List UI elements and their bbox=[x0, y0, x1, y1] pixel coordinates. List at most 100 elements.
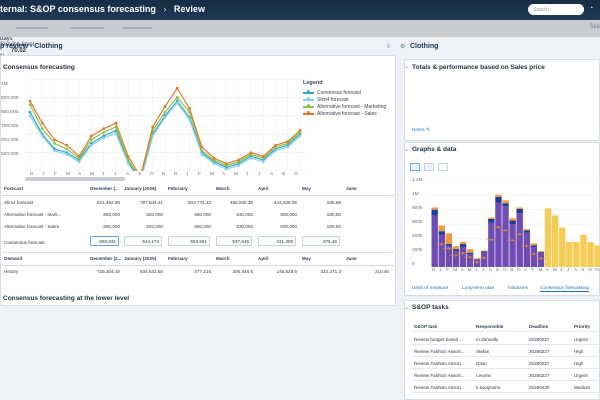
horizontal-scrollbar[interactable] bbox=[25, 177, 125, 181]
table-header: December (2... bbox=[90, 256, 122, 261]
task-deadline: 20260227 bbox=[529, 373, 550, 378]
legend-label: Slim4 forecast bbox=[317, 96, 349, 103]
x-tick-label: J bbox=[42, 172, 45, 177]
x-tick-label: N bbox=[162, 172, 166, 177]
tab-units-of-measure[interactable]: Units of measure bbox=[412, 286, 449, 291]
stacked-bar-segment bbox=[481, 252, 488, 267]
table-header: March bbox=[216, 256, 230, 261]
forecast-row-label: Alternative forecast - Mark... bbox=[4, 212, 62, 217]
consensus-input[interactable]: 431,309 bbox=[258, 236, 296, 246]
task-priority: Urgent bbox=[574, 373, 588, 378]
task-row[interactable]: Review Fashion Assort... Daan 20260227 High bbox=[412, 358, 600, 369]
search-input[interactable]: Search bbox=[528, 4, 584, 15]
export-icon[interactable]: ⇩ bbox=[386, 44, 392, 50]
x-tick-label: A bbox=[222, 172, 226, 177]
collapse-chevron-icon[interactable]: ⌄ bbox=[2, 64, 8, 70]
settings-icon[interactable]: ⚙ bbox=[400, 44, 406, 50]
x-tick-label: J bbox=[258, 172, 261, 177]
line-point bbox=[40, 127, 44, 131]
line-point bbox=[286, 140, 290, 143]
stacked-bar-segment bbox=[502, 200, 509, 204]
table-header: June bbox=[346, 256, 357, 261]
x-tick-label: S bbox=[495, 268, 500, 273]
task-name: Review Fashion Assort... bbox=[414, 385, 465, 390]
consensus-input[interactable]: 537,645 bbox=[216, 236, 252, 246]
task-row[interactable]: Review Fashion Assort... r.evans 20260227 U… bbox=[412, 370, 600, 381]
breadcrumb-main[interactable]: ternal: S&OP consensus forecasting bbox=[0, 4, 156, 14]
collapse-chevron-icon[interactable]: ⌄ bbox=[404, 147, 410, 153]
task-deadline: 20260430 bbox=[529, 385, 550, 390]
toolbar-item-1[interactable] bbox=[16, 27, 48, 29]
forecast-cell: 860,000 bbox=[103, 224, 120, 229]
y-tick-label: 500,000 bbox=[1, 152, 19, 157]
legend-title: Legend bbox=[303, 80, 323, 86]
line-point bbox=[65, 147, 69, 151]
line-point bbox=[163, 110, 167, 114]
breadcrumb-separator-icon: › bbox=[163, 4, 167, 14]
table-header: May bbox=[302, 256, 311, 261]
forecast-cell: 456,940.39 bbox=[230, 200, 253, 205]
collapse-chevron-icon[interactable]: ⌄ bbox=[404, 305, 410, 311]
breadcrumb-review[interactable]: Review bbox=[173, 4, 205, 14]
forecast-marker-point bbox=[532, 252, 535, 256]
stacked-bar-segment bbox=[516, 207, 523, 209]
consensus-input[interactable]: 554,591 bbox=[168, 236, 210, 246]
stacked-bar-segment bbox=[452, 246, 460, 250]
task-row[interactable]: Review Fashion Assort... s.kooijmans 20260… bbox=[412, 382, 600, 393]
line-point bbox=[77, 154, 81, 158]
consensus-row-label: Consensus forecast bbox=[4, 240, 45, 245]
x-tick-label: M bbox=[467, 268, 472, 273]
stacked-bar-segment bbox=[523, 230, 530, 233]
line-point bbox=[28, 110, 32, 114]
line-point bbox=[175, 101, 179, 105]
task-row[interactable]: Review budget based ... m.donnelly 2026022… bbox=[412, 334, 600, 345]
forecast-cell: 443,926.06 bbox=[274, 200, 297, 205]
chart-view-button[interactable] bbox=[410, 163, 420, 171]
forecast-marker-point bbox=[468, 255, 472, 259]
line-point bbox=[102, 130, 106, 134]
task-row[interactable]: Review Fashion Assort... Stefan 20260227 Hi… bbox=[412, 346, 600, 357]
line-point bbox=[249, 151, 253, 154]
table-header: February bbox=[168, 256, 188, 261]
line-point bbox=[53, 142, 56, 145]
forecast-marker-point bbox=[504, 229, 507, 232]
stacked-bar-segment bbox=[594, 245, 600, 267]
line-point bbox=[286, 145, 290, 149]
forecast-marker-point bbox=[482, 256, 486, 260]
line-point bbox=[163, 116, 167, 120]
stacked-bar-segment bbox=[481, 250, 488, 252]
history-cell: 300,846.5 bbox=[232, 269, 253, 274]
tab-long-term-plan[interactable]: Long-term plan bbox=[462, 286, 495, 291]
x-tick-label: M bbox=[210, 172, 214, 177]
stacked-bar-segment bbox=[530, 243, 538, 246]
y-tick-label: 1.2M bbox=[412, 178, 423, 183]
line-point bbox=[126, 162, 130, 166]
y-tick-label: 0 bbox=[412, 262, 415, 267]
consensus-input[interactable]: 893,631 bbox=[90, 236, 119, 246]
stacked-bar-segment bbox=[502, 203, 509, 207]
stacked-bar-segment bbox=[530, 245, 538, 247]
tab-consensus-forecasting[interactable]: Consensus forecasting bbox=[540, 286, 589, 292]
consensus-title: Consensus forecasting bbox=[3, 64, 75, 71]
notification-icon[interactable]: ◔ bbox=[589, 5, 594, 12]
fit-view-button[interactable] bbox=[438, 163, 448, 171]
line-point bbox=[212, 162, 216, 166]
stacked-bar-segment bbox=[431, 207, 438, 210]
collapse-chevron-icon[interactable]: ⌄ bbox=[404, 64, 410, 70]
consensus-input[interactable]: 276,45 bbox=[302, 236, 340, 246]
notes-link[interactable]: Notes ✎ bbox=[412, 128, 430, 133]
table-view-button[interactable] bbox=[424, 163, 434, 171]
tab-initiatives[interactable]: Initiatives bbox=[508, 286, 528, 291]
legend-label: Consensus forecast bbox=[317, 89, 362, 96]
chart-legend: Legend Consensus forecast Slim4 forecast A… bbox=[303, 80, 403, 117]
tasks-header-cell: Responsible bbox=[476, 324, 504, 329]
toolbar-item-2[interactable] bbox=[70, 27, 104, 29]
forecast-cell: 860,000 bbox=[103, 212, 120, 217]
forecast-marker-point bbox=[511, 238, 514, 242]
toolbar-item-3[interactable] bbox=[122, 27, 152, 29]
scenario-label[interactable]: Sce bbox=[589, 24, 600, 30]
history-row-label: History bbox=[4, 269, 19, 274]
consensus-input[interactable]: 544,174 bbox=[124, 236, 162, 246]
totals-panel bbox=[404, 59, 600, 141]
lower-level-panel bbox=[0, 292, 396, 306]
